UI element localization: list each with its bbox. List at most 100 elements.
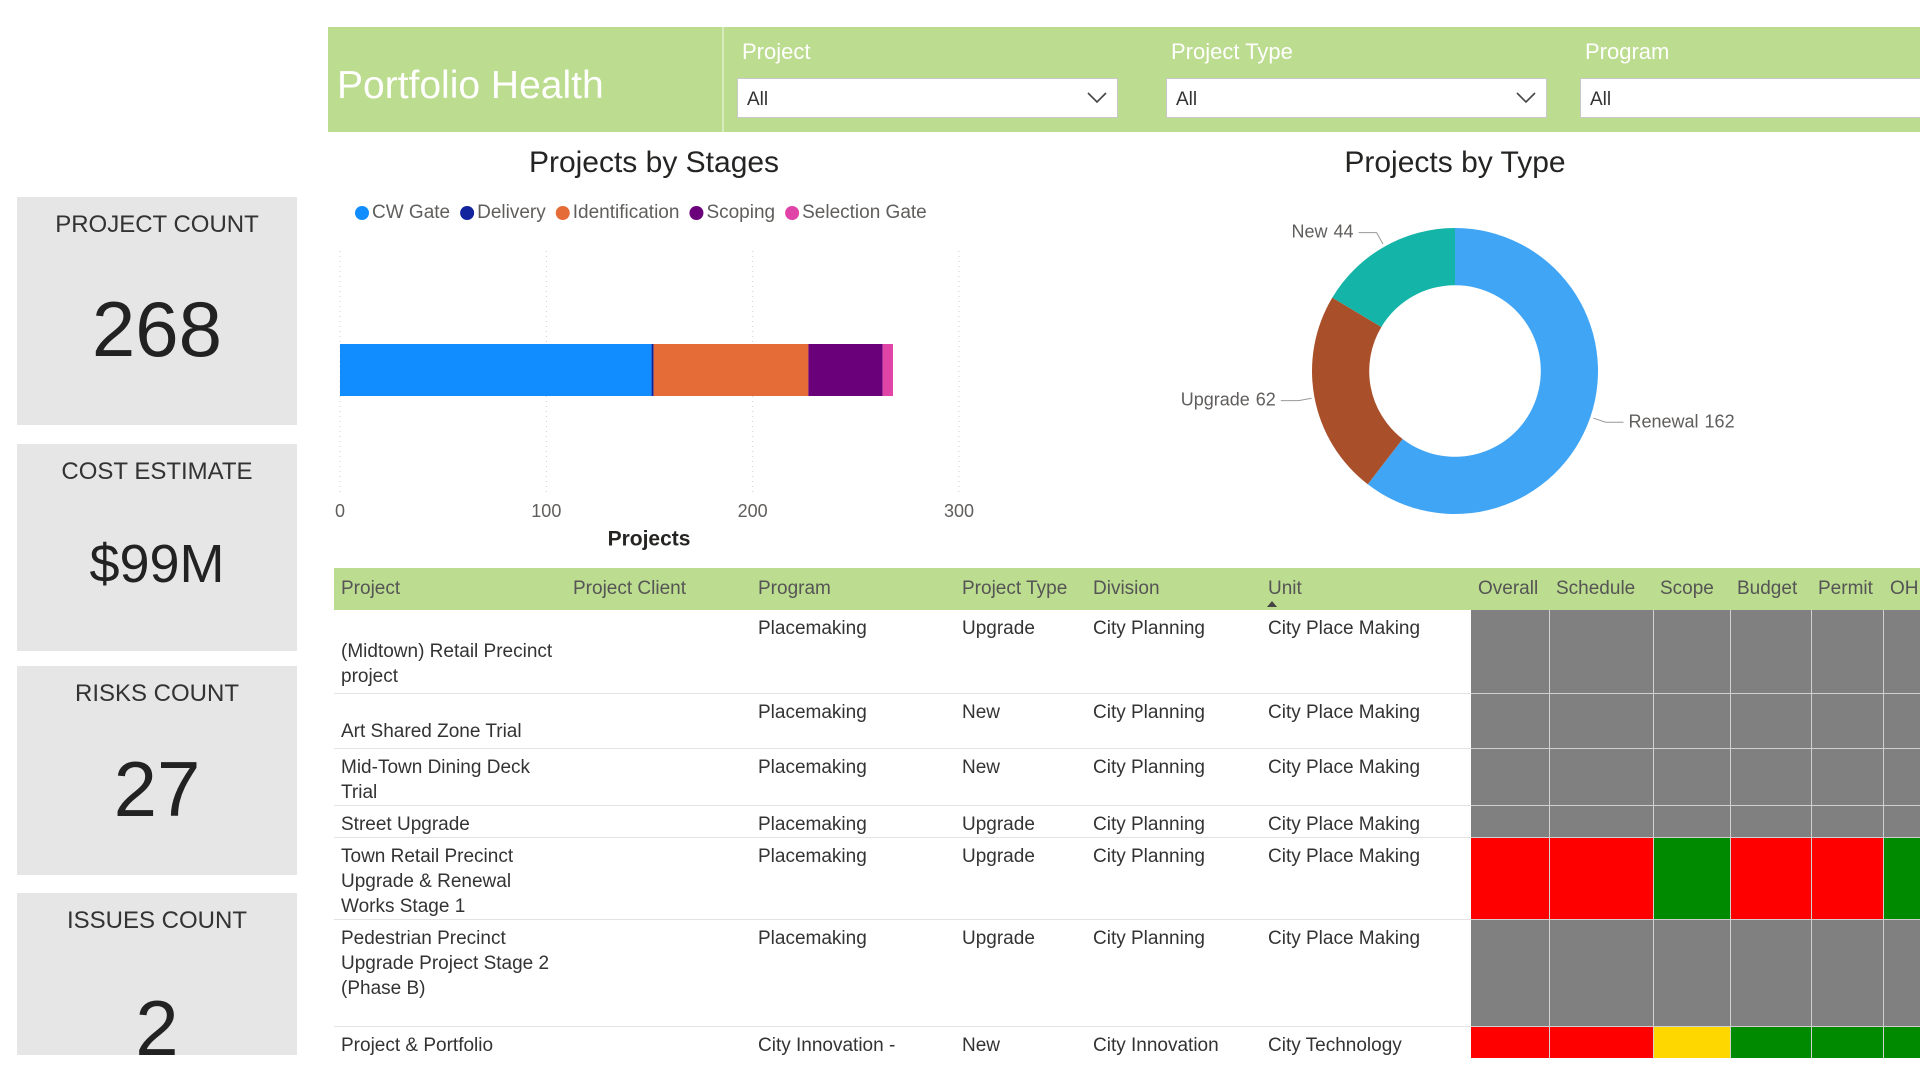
status-cell <box>1653 919 1731 1027</box>
status-cell <box>1811 748 1884 806</box>
table-row: Street Upgrade Placemaking Upgrade City Pla… <box>334 805 1920 838</box>
donut-slice <box>1367 228 1598 514</box>
column-header[interactable]: Budget <box>1730 568 1811 610</box>
table-cell: City Place Making <box>1261 748 1471 806</box>
table-cell: City Planning <box>1086 693 1261 749</box>
table-cell: City Planning <box>1086 610 1261 694</box>
status-cell <box>1653 693 1731 749</box>
column-header[interactable]: Project Type <box>955 568 1086 610</box>
table-row: Project & Portfolio City Innovation - New C… <box>334 1026 1920 1058</box>
table-cell: City Planning <box>1086 919 1261 1027</box>
chevron <box>1516 92 1536 104</box>
kpi-title: PROJECT COUNT <box>55 211 259 238</box>
column-header[interactable]: Project Client <box>566 568 751 610</box>
table-cell: Placemaking <box>751 919 955 1027</box>
kpi-value: 2 <box>135 984 179 1072</box>
sort-arrow <box>1267 601 1277 607</box>
column-header[interactable]: OH <box>1883 568 1920 610</box>
status-cell <box>1883 748 1920 806</box>
status-cell <box>1730 837 1812 920</box>
column-header[interactable]: Overall <box>1471 568 1549 610</box>
leader-line <box>1358 232 1384 245</box>
table-row: Town Retail Precinct Upgrade & Renewal W… <box>334 837 1920 920</box>
status-cell <box>1730 610 1812 694</box>
kpi-card: RISKS COUNT 27 <box>17 666 297 875</box>
sort-indicator <box>1267 601 1277 607</box>
table-cell: City Place Making <box>1261 610 1471 694</box>
table-cell: (Midtown) Retail Precinct project <box>334 610 566 694</box>
table-cell: City Planning <box>1086 748 1261 806</box>
status-cell <box>1811 693 1884 749</box>
legend-marker <box>785 206 800 220</box>
status-cell <box>1730 805 1812 838</box>
status-cell <box>1883 610 1920 694</box>
filter-dropdown[interactable]: All <box>1580 78 1920 118</box>
filter-dropdown[interactable]: All <box>1166 78 1547 118</box>
status-cell <box>1653 805 1731 838</box>
filter-value: All <box>1590 89 1612 110</box>
status-cell <box>1653 837 1731 920</box>
donut-slice <box>1332 227 1455 327</box>
table-header: Project Project Client Program Project Type… <box>334 568 1920 610</box>
table-cell <box>566 693 751 749</box>
column-header[interactable]: Unit <box>1261 568 1471 610</box>
table-row: Mid-Town Dining Deck Trial Placemaking New… <box>334 748 1920 806</box>
status-cell <box>1471 1026 1550 1058</box>
status-cell <box>1471 693 1550 749</box>
data-label-value: 44 <box>1334 221 1354 241</box>
table-row: Art Shared Zone Trial Placemaking New City … <box>334 693 1920 749</box>
table-cell: City Place Making <box>1261 919 1471 1027</box>
status-cell <box>1811 805 1884 838</box>
bar-segment <box>340 344 652 396</box>
status-cell <box>1653 1026 1731 1058</box>
chevron-icon <box>1087 92 1107 104</box>
status-cell <box>1471 805 1550 838</box>
status-cell <box>1471 919 1550 1027</box>
table-cell: City Place Making <box>1261 837 1471 920</box>
table-cell: City Innovation - <box>751 1026 955 1058</box>
status-cell <box>1730 693 1812 749</box>
kpi-value: 268 <box>91 285 223 373</box>
table-cell: Upgrade <box>955 805 1086 838</box>
column-header[interactable]: Division <box>1086 568 1261 610</box>
status-cell <box>1653 610 1731 694</box>
table-cell: City Innovation <box>1086 1026 1261 1058</box>
status-cell <box>1549 919 1654 1027</box>
column-header[interactable]: Schedule <box>1549 568 1653 610</box>
kpi-card: COST ESTIMATE $99M <box>17 444 297 651</box>
legend-marker <box>460 206 475 220</box>
column-header[interactable]: Project <box>334 568 566 610</box>
status-cell <box>1811 1026 1884 1058</box>
legend-marker <box>555 206 570 220</box>
legend-label: Identification <box>573 202 680 223</box>
data-label-value: 162 <box>1705 411 1735 431</box>
table-cell <box>566 919 751 1027</box>
table-cell <box>566 837 751 920</box>
table-cell: Placemaking <box>751 837 955 920</box>
table-row: Pedestrian Precinct Upgrade Project Stag… <box>334 919 1920 1027</box>
status-cell <box>1730 748 1812 806</box>
status-cell <box>1549 805 1654 838</box>
filter-label: Project <box>742 39 811 64</box>
chevron <box>1087 92 1107 104</box>
divider <box>722 27 724 132</box>
kpi-card: ISSUES COUNT 2 <box>17 893 297 1072</box>
table-cell: Art Shared Zone Trial <box>334 693 566 749</box>
x-tick-label: 0 <box>335 501 345 521</box>
leader-line <box>1280 397 1312 402</box>
status-cell <box>1811 919 1884 1027</box>
table-cell: Upgrade <box>955 837 1086 920</box>
table-cell: Mid-Town Dining Deck Trial <box>334 748 566 806</box>
table-row: (Midtown) Retail Precinct project Placema… <box>334 610 1920 694</box>
column-header[interactable]: Program <box>751 568 955 610</box>
column-header[interactable]: Scope <box>1653 568 1730 610</box>
filter-dropdown[interactable]: All <box>737 78 1118 118</box>
kpi-title: RISKS COUNT <box>74 680 239 707</box>
column-header[interactable]: Permit <box>1811 568 1883 610</box>
status-cell <box>1811 610 1884 694</box>
status-cell <box>1883 805 1920 838</box>
bar-segment <box>651 344 654 396</box>
status-cell <box>1549 693 1654 749</box>
data-label: Upgrade 62 <box>1181 389 1276 409</box>
filter-label: Project Type <box>1171 39 1293 64</box>
